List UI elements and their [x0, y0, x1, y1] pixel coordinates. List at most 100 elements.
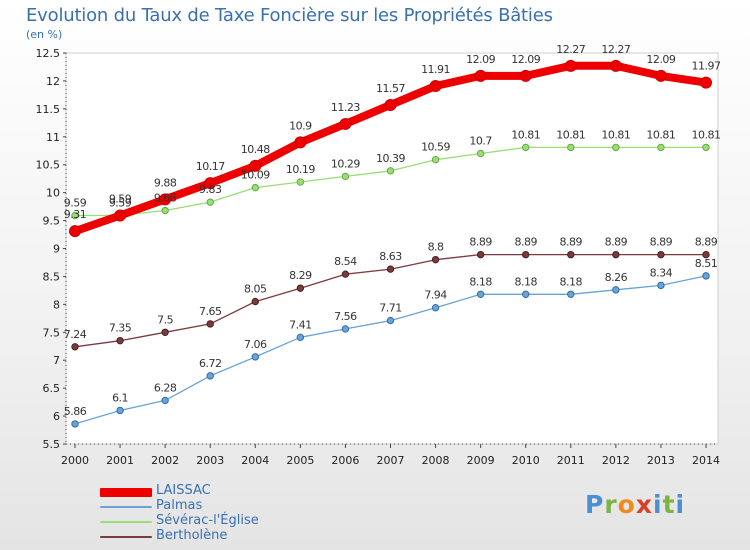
data-point-s-v-rac-l-glise — [612, 143, 620, 152]
data-label-s-v-rac-l-glise: 10.81 — [646, 128, 675, 141]
data-point-berthol-ne — [251, 297, 259, 306]
x-tick-label: 2000 — [61, 454, 89, 467]
data-point-s-v-rac-l-glise — [341, 172, 350, 181]
data-label-s-v-rac-l-glise: 10.7 — [469, 135, 492, 148]
y-tick-label: 12.5 — [36, 47, 61, 60]
data-label-laissac: 12.09 — [511, 53, 540, 66]
logo-letter-1: P — [585, 490, 605, 519]
y-tick-label: 7 — [53, 354, 60, 367]
data-label-laissac: 10.17 — [196, 160, 225, 173]
data-point-s-v-rac-l-glise — [522, 143, 530, 152]
data-label-berthol-ne: 8.89 — [514, 236, 537, 249]
data-label-berthol-ne: 7.35 — [109, 322, 132, 335]
data-point-palmas — [657, 281, 665, 290]
legend-label-palmas: Palmas — [156, 498, 203, 513]
data-point-berthol-ne — [522, 250, 530, 259]
data-point-laissac — [474, 69, 487, 82]
data-point-laissac — [159, 193, 172, 206]
x-tick-label: 2006 — [331, 454, 359, 467]
legend-label-severac: Sévérac-l'Église — [156, 513, 259, 528]
data-point-berthol-ne — [386, 265, 395, 273]
data-label-s-v-rac-l-glise: 10.81 — [692, 128, 721, 141]
data-label-s-v-rac-l-glise: 10.39 — [376, 152, 405, 165]
data-point-berthol-ne — [431, 255, 440, 264]
data-label-s-v-rac-l-glise: 10.29 — [331, 157, 360, 170]
y-tick-label: 9.5 — [43, 215, 61, 228]
data-point-berthol-ne — [296, 284, 305, 292]
data-label-palmas: 6.72 — [199, 357, 222, 370]
data-point-s-v-rac-l-glise — [71, 211, 79, 220]
legend-swatch-bertholene — [100, 536, 152, 538]
data-label-laissac: 12.27 — [601, 43, 630, 56]
data-label-berthol-ne: 7.5 — [157, 313, 173, 326]
x-tick-label: 2001 — [106, 454, 134, 467]
data-label-palmas: 6.1 — [112, 391, 128, 404]
data-label-palmas: 7.71 — [379, 302, 402, 315]
data-point-laissac — [294, 136, 307, 149]
data-point-palmas — [251, 353, 259, 361]
data-label-palmas: 8.18 — [560, 275, 583, 288]
data-label-laissac: 11.57 — [376, 82, 405, 95]
data-point-palmas — [341, 325, 350, 333]
data-point-berthol-ne — [702, 250, 710, 259]
data-label-berthol-ne: 8.29 — [289, 269, 312, 282]
y-tick-label: 11.5 — [36, 103, 61, 116]
data-point-s-v-rac-l-glise — [657, 143, 665, 152]
logo-letter-2: r — [604, 490, 618, 519]
plot-area — [65, 52, 719, 445]
data-label-s-v-rac-l-glise: 10.59 — [421, 141, 450, 154]
data-label-laissac: 9.88 — [154, 176, 177, 189]
data-point-berthol-ne — [116, 336, 124, 345]
data-point-laissac — [114, 209, 127, 222]
data-point-palmas — [612, 286, 620, 294]
data-point-s-v-rac-l-glise — [567, 143, 575, 152]
data-label-palmas: 8.26 — [605, 271, 628, 284]
data-label-palmas: 8.18 — [514, 275, 537, 288]
logo-letter-6: t — [662, 490, 676, 519]
data-label-s-v-rac-l-glise: 10.81 — [511, 128, 540, 141]
x-tick-label: 2002 — [151, 454, 179, 467]
x-tick-label: 2005 — [286, 454, 314, 467]
legend-swatch-severac — [100, 521, 152, 523]
logo-letter-7: i — [675, 490, 686, 519]
data-point-palmas — [116, 406, 124, 415]
x-tick-label: 2010 — [512, 454, 540, 467]
data-label-s-v-rac-l-glise: 10.81 — [556, 128, 585, 141]
legend-swatch-palmas — [100, 506, 152, 508]
x-tick-label: 2012 — [602, 454, 630, 467]
y-tick-label: 11 — [46, 131, 60, 144]
data-label-laissac: 10.9 — [289, 119, 312, 132]
data-label-palmas: 7.56 — [334, 310, 357, 323]
data-label-s-v-rac-l-glise: 9.68 — [154, 192, 177, 205]
data-point-laissac — [519, 69, 532, 82]
data-point-laissac — [249, 159, 262, 172]
data-label-laissac: 10.48 — [241, 143, 270, 156]
data-point-berthol-ne — [567, 250, 575, 259]
logo-letter-3: o — [617, 490, 636, 519]
data-label-berthol-ne: 8.89 — [560, 236, 583, 249]
data-label-laissac: 11.97 — [692, 60, 721, 73]
data-label-berthol-ne: 8.89 — [650, 236, 673, 249]
data-label-palmas: 8.51 — [695, 257, 718, 270]
data-point-laissac — [429, 79, 442, 92]
data-point-laissac — [564, 59, 577, 72]
y-tick-label: 6.5 — [43, 382, 61, 395]
data-point-laissac — [69, 225, 81, 238]
data-point-palmas — [702, 272, 710, 280]
data-point-berthol-ne — [161, 328, 169, 336]
data-label-laissac: 9.31 — [64, 208, 87, 221]
y-tick-label: 8.5 — [43, 270, 61, 283]
data-point-berthol-ne — [341, 270, 350, 278]
x-tick-label: 2003 — [196, 454, 224, 467]
legend-swatch-laissac — [100, 488, 152, 497]
logo-letter-5: i — [653, 490, 663, 519]
data-point-palmas — [476, 290, 485, 299]
data-point-s-v-rac-l-glise — [206, 198, 214, 206]
legend-label-laissac: LAISSAC — [156, 483, 211, 498]
data-label-laissac: 12.09 — [646, 53, 675, 66]
x-tick-label: 2008 — [422, 454, 450, 467]
y-tick-label: 12 — [46, 75, 60, 88]
data-point-s-v-rac-l-glise — [431, 155, 440, 164]
data-label-laissac: 11.91 — [421, 63, 450, 76]
